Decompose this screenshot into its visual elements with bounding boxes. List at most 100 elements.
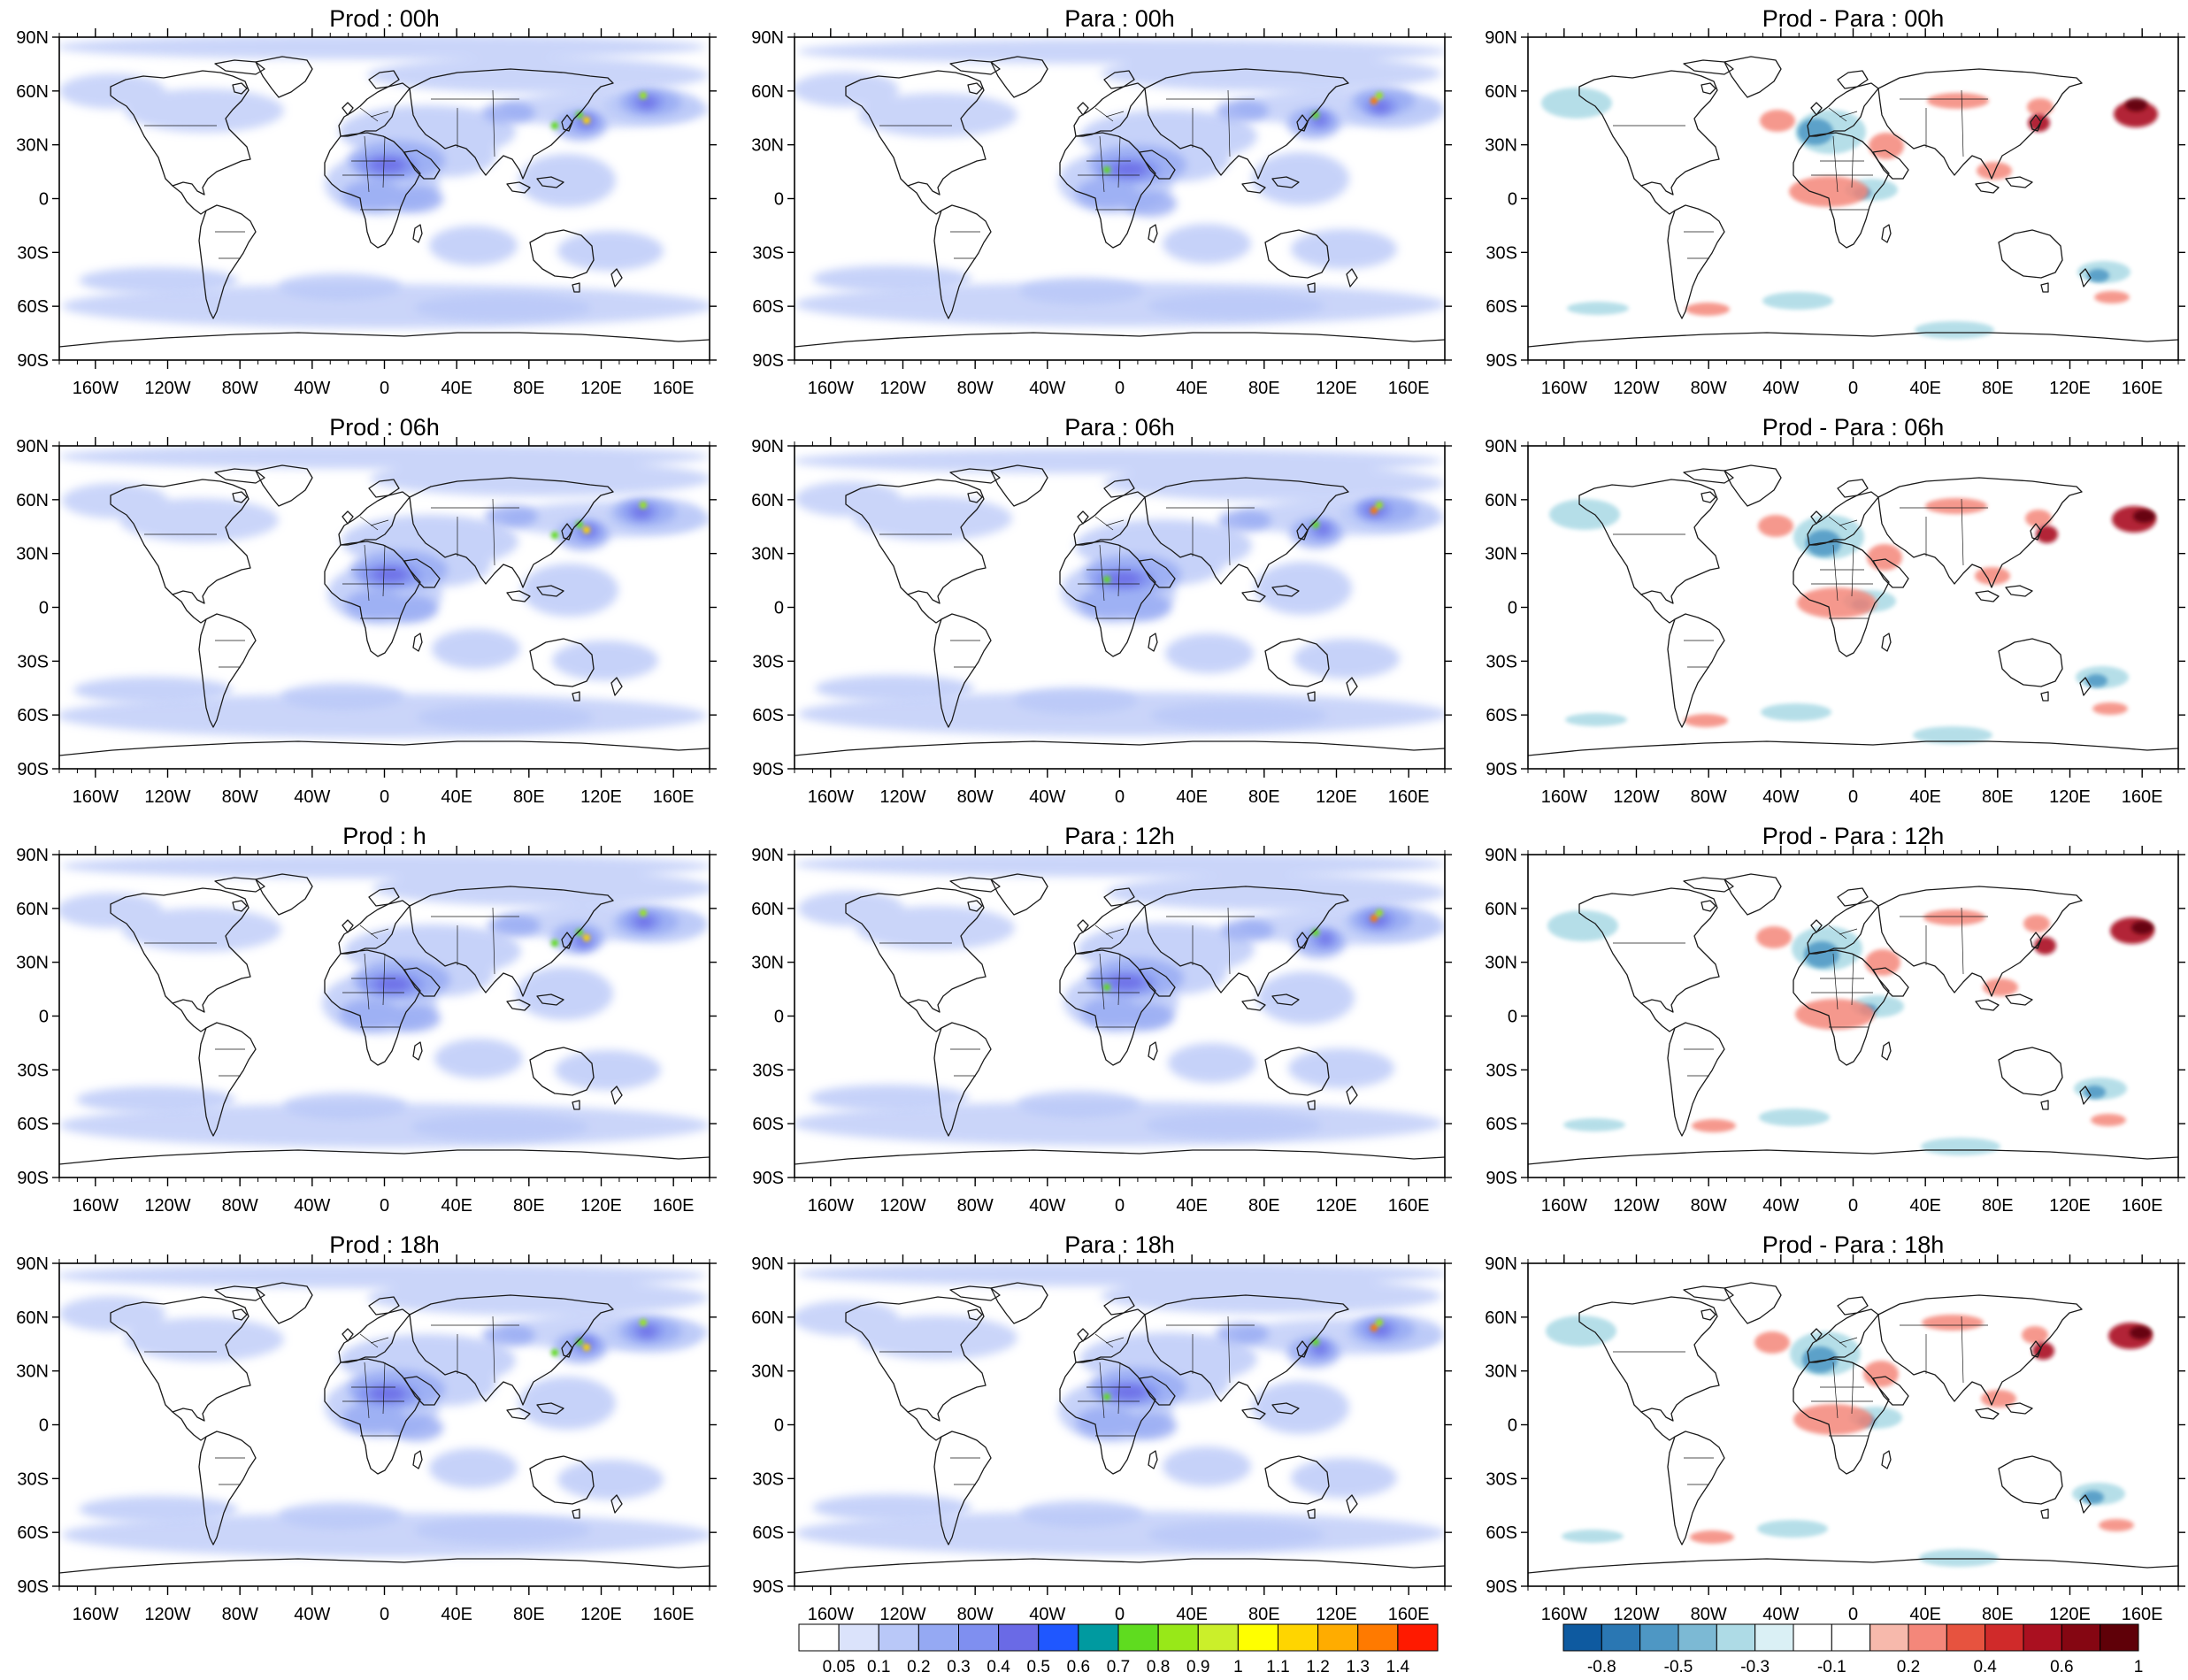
- lon-label: 160E: [1388, 1605, 1430, 1624]
- lat-label: 60N: [751, 900, 784, 919]
- lon-label: 80E: [513, 379, 545, 398]
- lat-label: 90S: [17, 760, 49, 779]
- lon-label: 80W: [957, 787, 994, 807]
- lat-label: 60S: [17, 1115, 49, 1134]
- lon-label: 120W: [1613, 1605, 1659, 1624]
- lat-label: 30S: [752, 243, 784, 263]
- lat-label: 90N: [16, 1254, 49, 1274]
- lat-label: 30S: [17, 652, 49, 671]
- lon-label: 40W: [294, 1605, 330, 1624]
- lat-label: 0: [39, 1416, 49, 1436]
- lat-label: 60S: [1486, 706, 1517, 725]
- lat-label: 30N: [751, 1362, 784, 1382]
- map-panel: Prod - Para : 12h 90N 60N 30N 0 30S 60S 90S 160W…: [1485, 823, 2185, 1216]
- lon-label: 0: [1848, 1605, 1858, 1624]
- lat-label: 0: [1508, 1008, 1517, 1027]
- lon-label: 80W: [222, 1196, 258, 1216]
- lat-label: 30N: [751, 136, 784, 156]
- lon-label: 80W: [222, 787, 258, 807]
- map-panel: Para : 12h 90N 60N 30N 0 30S 60S 90S 160W 120W 80W…: [751, 823, 1452, 1216]
- lat-label: 60S: [752, 1523, 784, 1543]
- lon-label: 80E: [513, 1605, 545, 1624]
- lat-label: 90N: [16, 846, 49, 865]
- map-panel: Prod : h 90N 60N 30N 0 30S 60S 90S 160W 120W 80W 40…: [16, 823, 717, 1216]
- colorbar-box: [958, 1623, 1000, 1652]
- colorbar-box: [1946, 1623, 1986, 1652]
- panel-title: Para : 18h: [1064, 1231, 1175, 1258]
- lon-label: 0: [1115, 379, 1125, 398]
- lon-label: 160E: [653, 1605, 695, 1624]
- lon-label: 40E: [1909, 787, 1941, 807]
- lon-label: 160W: [73, 787, 119, 807]
- colorbar-box: [1639, 1623, 1679, 1652]
- lon-label: 80W: [222, 379, 258, 398]
- lat-label: 60S: [1486, 1115, 1517, 1134]
- colorbar-box: [1237, 1623, 1278, 1652]
- lon-label: 160W: [808, 1605, 854, 1624]
- colorbar-label: 0.8: [1147, 1658, 1170, 1676]
- lat-label: 30S: [1486, 243, 1517, 263]
- colorbar-box: [1117, 1623, 1159, 1652]
- colorbar-label: 1.1: [1266, 1658, 1289, 1676]
- lat-label: 60N: [1485, 491, 1517, 510]
- lon-label: 80E: [1982, 787, 2014, 807]
- lat-label: 30N: [1485, 954, 1517, 973]
- lon-label: 120W: [144, 787, 190, 807]
- lon-label: 160E: [653, 379, 695, 398]
- lon-label: 80W: [222, 1605, 258, 1624]
- lon-label: 0: [1115, 1605, 1125, 1624]
- map-panels: Prod : 00h 90N 60N 30N 0 30S 60S 90S 160W 120W 80W…: [16, 5, 2185, 1624]
- lon-label: 80E: [513, 1196, 545, 1216]
- lon-label: 80W: [1691, 1196, 1727, 1216]
- lon-label: 40W: [1762, 787, 1799, 807]
- colorbar-label: -0.5: [1664, 1658, 1693, 1676]
- colorbar-label: 1.3: [1347, 1658, 1370, 1676]
- lon-label: 40E: [1176, 1605, 1208, 1624]
- colorbar-box: [1157, 1623, 1199, 1652]
- colorbars: 0.05 0.1 0.2 0.3 0.4 0.5 0.6 0.7 0.8 0.9 1 1.1 1.2 1.…: [798, 1623, 2143, 1676]
- panel-title: Prod : h: [342, 823, 426, 849]
- lon-label: 40W: [1029, 1196, 1065, 1216]
- colorbar-label: 0.3: [947, 1658, 970, 1676]
- colorbar-field: 0.05 0.1 0.2 0.3 0.4 0.5 0.6 0.7 0.8 0.9 1 1.1 1.2 1.…: [798, 1623, 1439, 1676]
- map-panel: Prod : 00h 90N 60N 30N 0 30S 60S 90S 160W 120W 80W…: [16, 5, 717, 398]
- lon-label: 40E: [1176, 379, 1208, 398]
- colorbar-box: [2061, 1623, 2101, 1652]
- panel-title: Para : 12h: [1064, 823, 1175, 849]
- lat-label: 60N: [16, 1308, 49, 1328]
- panel-title: Para : 00h: [1064, 5, 1175, 32]
- lon-label: 0: [1848, 787, 1858, 807]
- lat-label: 60N: [1485, 82, 1517, 102]
- lat-label: 0: [1508, 190, 1517, 210]
- lon-label: 160W: [1541, 787, 1587, 807]
- colorbar-box: [1038, 1623, 1079, 1652]
- lon-label: 160E: [2122, 379, 2163, 398]
- lon-label: 160W: [1541, 379, 1587, 398]
- colorbar-box: [838, 1623, 879, 1652]
- map-panel: Prod : 18h 90N 60N 30N 0 30S 60S 90S 160W 120W 80W…: [16, 1231, 717, 1624]
- panel-title: Prod - Para : 18h: [1762, 1231, 1945, 1258]
- map-panel: Para : 06h 90N 60N 30N 0 30S 60S 90S 160W 120W 80W…: [751, 414, 1452, 807]
- lat-label: 30S: [1486, 652, 1517, 671]
- lon-label: 40W: [294, 1196, 330, 1216]
- colorbar-box: [1869, 1623, 1909, 1652]
- colorbar-label: 0.2: [1897, 1658, 1920, 1676]
- lat-label: 30S: [752, 1469, 784, 1489]
- lon-label: 0: [1115, 1196, 1125, 1216]
- lat-label: 60N: [16, 491, 49, 510]
- lon-label: 120E: [2049, 379, 2091, 398]
- lon-label: 120W: [1613, 1196, 1659, 1216]
- lat-label: 90S: [752, 1169, 784, 1188]
- map-panel: Prod - Para : 00h 90N 60N 30N 0 30S 60S 90S 160W…: [1485, 5, 2185, 398]
- colorbar-label: 0.05: [823, 1658, 856, 1676]
- lat-label: 0: [774, 190, 784, 210]
- lat-label: 90N: [751, 437, 784, 456]
- lon-label: 80E: [1248, 1605, 1280, 1624]
- lat-label: 60S: [752, 706, 784, 725]
- lon-label: 40W: [1029, 1605, 1065, 1624]
- lat-label: 30N: [1485, 545, 1517, 564]
- panel-title: Prod - Para : 12h: [1762, 823, 1945, 849]
- colorbar-label: -0.3: [1740, 1658, 1770, 1676]
- lon-label: 160E: [1388, 1196, 1430, 1216]
